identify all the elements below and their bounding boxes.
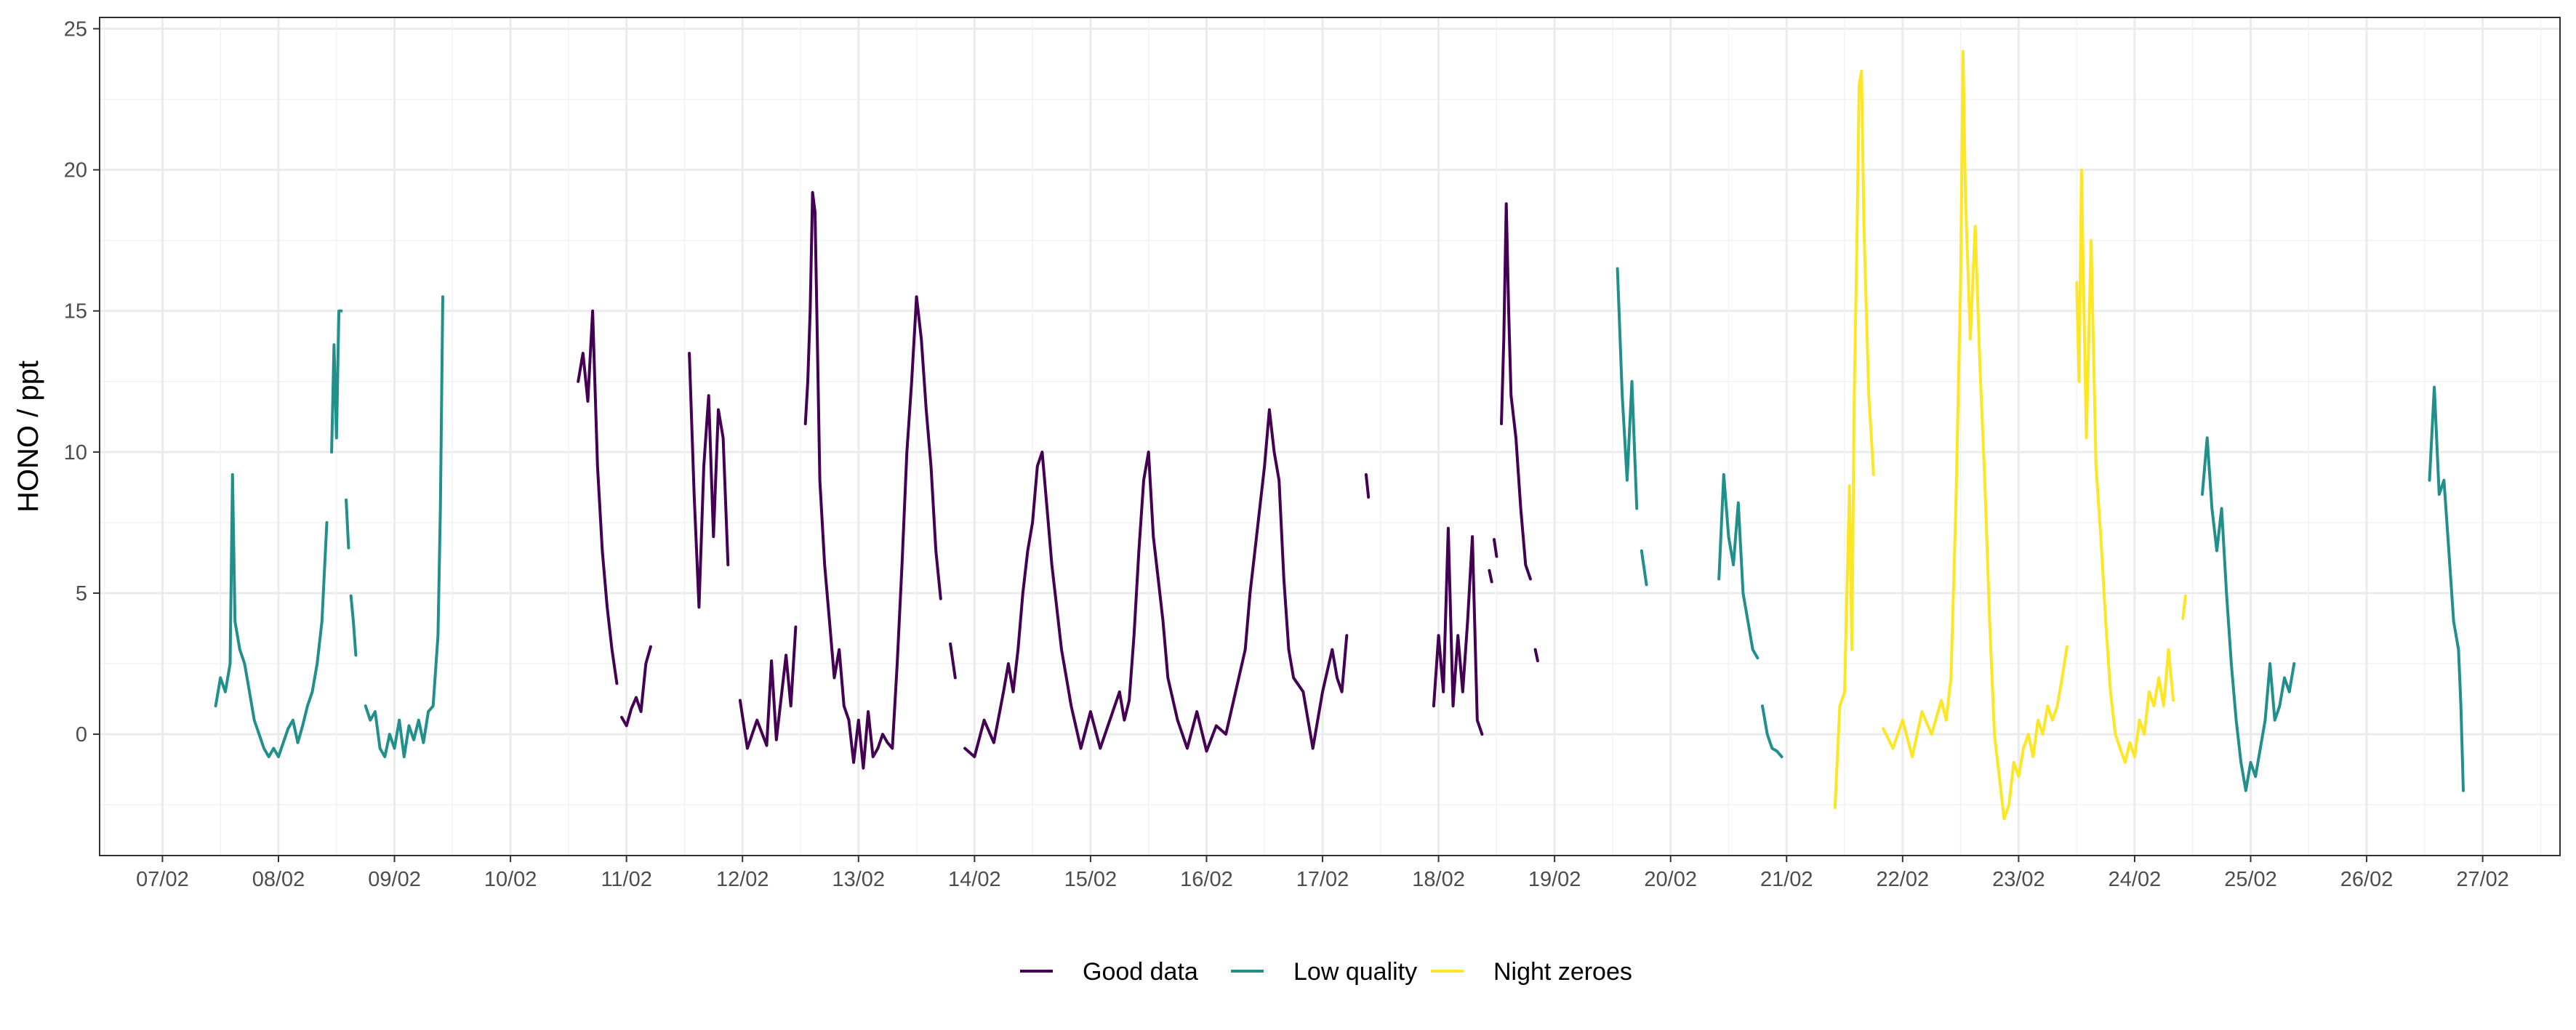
x-tick-label: 21/02 <box>1760 868 1813 891</box>
x-tick-label: 16/02 <box>1180 868 1233 891</box>
series-line-low-quality <box>214 472 329 759</box>
y-tick-label: 0 <box>76 723 87 747</box>
x-tick-label: 24/02 <box>2108 868 2162 891</box>
x-tick-label: 26/02 <box>2340 868 2394 891</box>
series-line-good-data <box>738 625 798 750</box>
series-line-low-quality <box>2201 436 2296 792</box>
series-line-night-zeroes <box>2181 594 2187 620</box>
y-tick-label: 15 <box>64 300 87 323</box>
legend-label-low-quality: Low quality <box>1293 958 1417 986</box>
series-line-low-quality <box>1761 704 1783 759</box>
panel-border <box>99 17 2561 856</box>
data-lines <box>214 49 2465 821</box>
x-tick-label: 13/02 <box>832 868 885 891</box>
series-line-good-data <box>1493 538 1498 558</box>
series-line-low-quality <box>1616 267 1639 510</box>
grid <box>100 17 2560 856</box>
series-line-good-data <box>620 645 652 728</box>
x-tick-label: 09/02 <box>368 868 421 891</box>
x-tick-label: 27/02 <box>2456 868 2509 891</box>
series-line-good-data <box>688 352 730 609</box>
legend: Good data Low quality Night zeroes <box>1020 958 1632 986</box>
y-axis: 0 5 10 15 20 25 <box>64 18 100 747</box>
series-line-low-quality <box>364 295 444 759</box>
series-line-night-zeroes <box>2075 168 2175 764</box>
series-line-night-zeroes <box>1882 49 2069 821</box>
x-tick-label: 23/02 <box>1992 868 2045 891</box>
y-axis-title: HONO / ppt <box>12 361 44 512</box>
x-axis: 07/02 08/02 09/02 10/02 11/02 12/02 13/02 14/02… <box>136 856 2509 891</box>
x-tick-label: 11/02 <box>601 868 651 891</box>
x-tick-label: 10/02 <box>484 868 537 891</box>
series-line-good-data <box>1500 202 1532 581</box>
x-tick-label: 07/02 <box>136 868 189 891</box>
x-tick-label: 19/02 <box>1528 868 1581 891</box>
series-line-low-quality <box>1640 549 1648 587</box>
series-line-good-data <box>1533 648 1539 663</box>
x-tick-label: 08/02 <box>252 868 305 891</box>
series-line-good-data <box>1432 526 1484 736</box>
y-tick-label: 10 <box>64 441 87 464</box>
series-line-good-data <box>1364 472 1371 499</box>
legend-label-good-data: Good data <box>1083 958 1198 986</box>
x-tick-label: 17/02 <box>1296 868 1349 891</box>
y-tick-label: 5 <box>76 582 87 605</box>
series-line-low-quality <box>1717 472 1760 660</box>
x-tick-label: 12/02 <box>716 868 769 891</box>
series-line-low-quality <box>2428 385 2465 792</box>
x-tick-label: 14/02 <box>948 868 1001 891</box>
series-line-good-data <box>803 190 942 770</box>
series-line-good-data <box>949 642 957 680</box>
y-tick-label: 25 <box>64 18 87 41</box>
series-line-low-quality <box>330 309 343 454</box>
x-tick-label: 20/02 <box>1644 868 1697 891</box>
legend-label-night-zeroes: Night zeroes <box>1493 958 1632 986</box>
x-tick-label: 22/02 <box>1877 868 1930 891</box>
x-tick-label: 25/02 <box>2224 868 2277 891</box>
x-tick-label: 18/02 <box>1412 868 1465 891</box>
series-line-low-quality <box>349 594 358 657</box>
series-line-good-data <box>577 309 619 685</box>
series-line-good-data <box>1488 568 1493 584</box>
y-tick-label: 20 <box>64 159 87 182</box>
x-tick-label: 15/02 <box>1064 868 1118 891</box>
series-line-good-data <box>963 408 1349 759</box>
series-line-night-zeroes <box>1833 69 1875 809</box>
series-line-low-quality <box>345 498 350 550</box>
